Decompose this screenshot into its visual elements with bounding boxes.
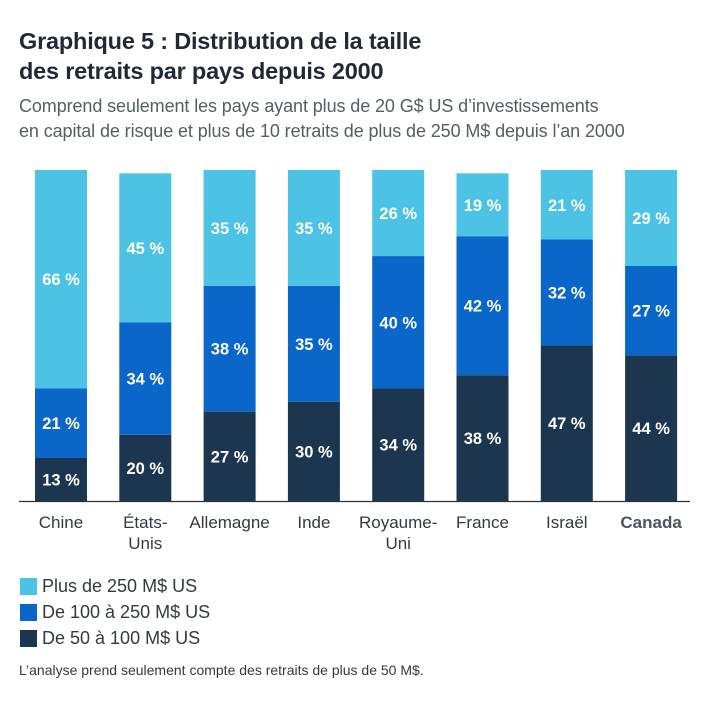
data-label: 34 % xyxy=(126,371,164,389)
data-label: 40 % xyxy=(379,314,417,332)
bar-segment xyxy=(456,236,509,376)
legend-label: De 50 à 100 M$ US xyxy=(42,627,201,648)
chart-subtitle: Comprend seulement les pays ayant plus d… xyxy=(19,94,699,144)
bar-segment xyxy=(540,239,593,346)
bar-segment xyxy=(456,375,509,501)
data-label: 26 % xyxy=(379,205,417,223)
bar-segment xyxy=(35,388,87,458)
legend-item: Plus de 250 M$ US xyxy=(20,573,210,599)
data-label: 35 % xyxy=(295,336,333,354)
bar-segment xyxy=(540,345,593,501)
data-label: 21 % xyxy=(42,415,80,433)
data-label: 20 % xyxy=(126,460,164,478)
data-label: 38 % xyxy=(211,341,249,359)
chart-title-line-1: Graphique 5 : Distribution de la taille xyxy=(19,28,422,54)
chart-subtitle-line-2: en capital de risque et plus de 10 retra… xyxy=(19,121,625,141)
bar-segment xyxy=(203,285,256,412)
bar-segment xyxy=(203,411,256,501)
chart-title-line-2: des retraits par pays depuis 2000 xyxy=(19,58,384,84)
bar-segment xyxy=(372,256,425,389)
x-tick-label-line: Allemagne xyxy=(189,513,269,532)
x-tick-label: Chine xyxy=(39,513,83,532)
bar-segment xyxy=(119,434,172,501)
x-tick-label: Royaume- Uni xyxy=(359,513,437,553)
x-tick-label: Allemagne xyxy=(189,513,269,532)
legend-item: De 50 à 100 M$ US xyxy=(20,625,210,651)
x-tick-label-line: Inde xyxy=(297,513,330,532)
data-label: 21 % xyxy=(548,197,586,215)
bar-segment xyxy=(287,285,340,402)
bar-segment xyxy=(287,170,340,286)
bar-segment xyxy=(625,265,678,356)
x-tick-label-line: Canada xyxy=(620,513,682,532)
data-label: 66 % xyxy=(42,271,80,289)
bar-segment xyxy=(287,401,340,501)
x-tick-label-line: Unis xyxy=(128,534,162,553)
x-tick-label-line: Uni xyxy=(385,534,411,553)
data-label: 34 % xyxy=(379,437,417,455)
bar-segment xyxy=(119,173,172,323)
legend-swatch xyxy=(20,629,37,647)
x-tick-label: France xyxy=(456,513,509,532)
data-label: 42 % xyxy=(464,298,502,316)
data-label: 29 % xyxy=(632,210,670,228)
chart-title: Graphique 5 : Distribution de la taille … xyxy=(19,26,679,86)
data-label: 13 % xyxy=(42,471,80,489)
data-label: 35 % xyxy=(295,220,333,238)
data-label: 27 % xyxy=(211,448,249,466)
x-tick-label: Inde xyxy=(297,513,330,532)
data-label: 45 % xyxy=(126,240,164,258)
data-label: 44 % xyxy=(632,420,670,438)
bar-segment xyxy=(203,170,256,286)
footnote: L’analyse prend seulement compte des ret… xyxy=(19,662,424,678)
x-tick-label-line: Royaume- xyxy=(359,513,437,532)
bar-segment xyxy=(372,388,425,501)
data-label: 19 % xyxy=(464,197,502,215)
bar-segment xyxy=(35,457,87,501)
bar-segment xyxy=(625,170,678,266)
bar-segment xyxy=(35,170,87,389)
legend-swatch xyxy=(20,577,37,595)
data-label: 35 % xyxy=(211,220,249,238)
legend-label: Plus de 250 M$ US xyxy=(42,575,198,596)
data-label: 30 % xyxy=(295,443,333,461)
data-label: 38 % xyxy=(464,430,502,448)
data-label: 27 % xyxy=(632,303,670,321)
x-tick-label: États- Unis xyxy=(123,513,167,553)
bar-segment xyxy=(625,355,678,501)
bar-segment xyxy=(119,322,172,435)
chart-subtitle-line-1: Comprend seulement les pays ayant plus d… xyxy=(19,96,599,116)
bar-segment xyxy=(372,170,425,257)
x-tick-label: Canada xyxy=(620,513,682,532)
legend-item: De 100 à 250 M$ US xyxy=(20,599,210,625)
bar-segment xyxy=(456,173,509,237)
chart-legend: Plus de 250 M$ US De 100 à 250 M$ US De 50… xyxy=(20,573,210,651)
x-tick-label: Israël xyxy=(546,513,588,532)
x-tick-label-line: Chine xyxy=(39,513,83,532)
bar-segment xyxy=(540,170,593,240)
x-tick-label-line: États- xyxy=(123,513,167,532)
legend-label: De 100 à 250 M$ US xyxy=(42,601,211,622)
legend-swatch xyxy=(20,603,37,621)
data-label: 47 % xyxy=(548,415,586,433)
x-tick-label-line: France xyxy=(456,513,509,532)
data-label: 32 % xyxy=(548,284,586,302)
x-tick-label-line: Israël xyxy=(546,513,588,532)
